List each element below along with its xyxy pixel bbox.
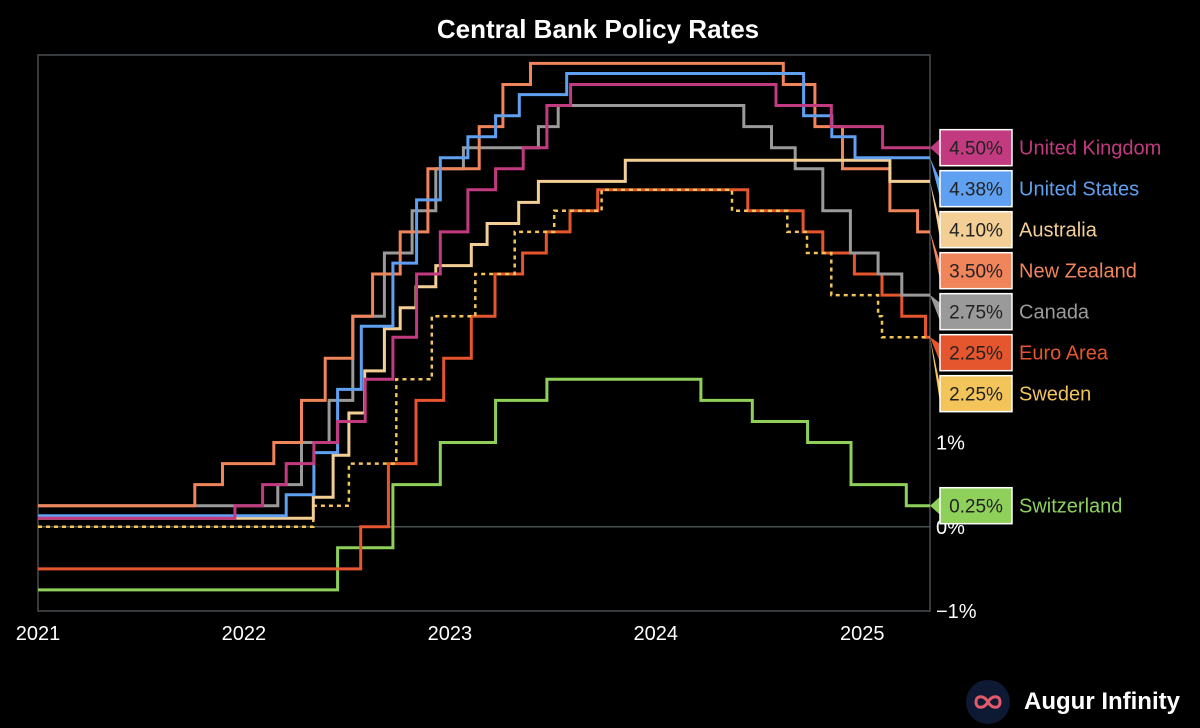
label-series-name: Sweden	[1019, 384, 1091, 406]
end-label-canada: 2.75% Canada	[930, 292, 1090, 331]
label-series-name: United States	[1019, 179, 1139, 201]
brand-name: Augur Infinity	[1024, 688, 1180, 715]
label-value: 2.75%	[949, 303, 1003, 324]
x-tick-label: 2021	[16, 623, 61, 645]
label-pointer	[930, 337, 940, 403]
label-box	[939, 292, 1013, 331]
label-value: 0.25%	[949, 497, 1003, 518]
x-tick-label: 2022	[222, 623, 267, 645]
series-line-australia	[38, 158, 930, 520]
y-axis-ticks: 1%0%−1%	[936, 433, 977, 623]
series-line-new-zealand	[38, 61, 930, 508]
label-value: 4.50%	[949, 139, 1003, 160]
x-axis-ticks: 2021 2022 2023 2024 2025	[16, 623, 885, 645]
label-box	[939, 169, 1013, 208]
plot-area	[37, 54, 931, 612]
x-tick-label: 2024	[634, 623, 679, 645]
chart-title: Central Bank Policy Rates	[437, 14, 759, 44]
end-label-sweden: 2.25% Sweden	[930, 337, 1091, 413]
label-series-name: Switzerland	[1019, 496, 1122, 518]
label-pointer	[930, 157, 940, 198]
label-value: 2.25%	[949, 344, 1003, 365]
series-line-united-states	[38, 72, 930, 518]
label-box	[939, 486, 1013, 525]
label-box	[939, 333, 1013, 372]
end-label-new-zealand: 3.50% New Zealand	[930, 231, 1137, 290]
label-value: 2.25%	[949, 385, 1003, 406]
series-line-sweden	[38, 188, 930, 529]
label-series-name: United Kingdom	[1019, 138, 1161, 160]
y-tick-label: −1%	[936, 601, 977, 623]
infinity-icon	[966, 680, 1010, 724]
series-lines	[38, 61, 930, 592]
end-label-australia: 4.10% Australia	[930, 181, 1098, 249]
end-label-switzerland: 0.25% Switzerland	[930, 486, 1122, 525]
label-series-name: Canada	[1019, 302, 1090, 324]
series-line-euro-area	[38, 188, 930, 571]
label-box	[939, 210, 1013, 249]
label-value: 4.10%	[949, 221, 1003, 242]
label-box	[939, 251, 1013, 290]
x-tick-label: 2025	[840, 623, 885, 645]
end-label-united-kingdom: 4.50% United Kingdom	[930, 128, 1161, 167]
y-tick-label: 1%	[936, 433, 965, 455]
x-tick-label: 2023	[428, 623, 473, 645]
series-line-united-kingdom	[38, 83, 930, 520]
series-line-switzerland	[38, 377, 930, 592]
label-pointer	[930, 231, 940, 280]
label-pointer	[930, 337, 940, 362]
brand: Augur Infinity	[966, 680, 1180, 724]
label-pointer	[930, 181, 940, 239]
series-line-canada	[38, 104, 930, 508]
label-box	[939, 128, 1013, 167]
label-value: 4.38%	[949, 180, 1003, 201]
label-pointer	[930, 496, 940, 515]
end-label-united-states: 4.38% United States	[930, 157, 1139, 208]
label-pointer	[930, 295, 940, 321]
label-series-name: New Zealand	[1019, 261, 1137, 283]
label-pointer	[930, 138, 940, 157]
label-value: 3.50%	[949, 262, 1003, 283]
end-label-euro-area: 2.25% Euro Area	[930, 333, 1109, 372]
label-box	[939, 374, 1013, 413]
label-series-name: Australia	[1019, 220, 1098, 242]
label-series-name: Euro Area	[1019, 343, 1109, 365]
